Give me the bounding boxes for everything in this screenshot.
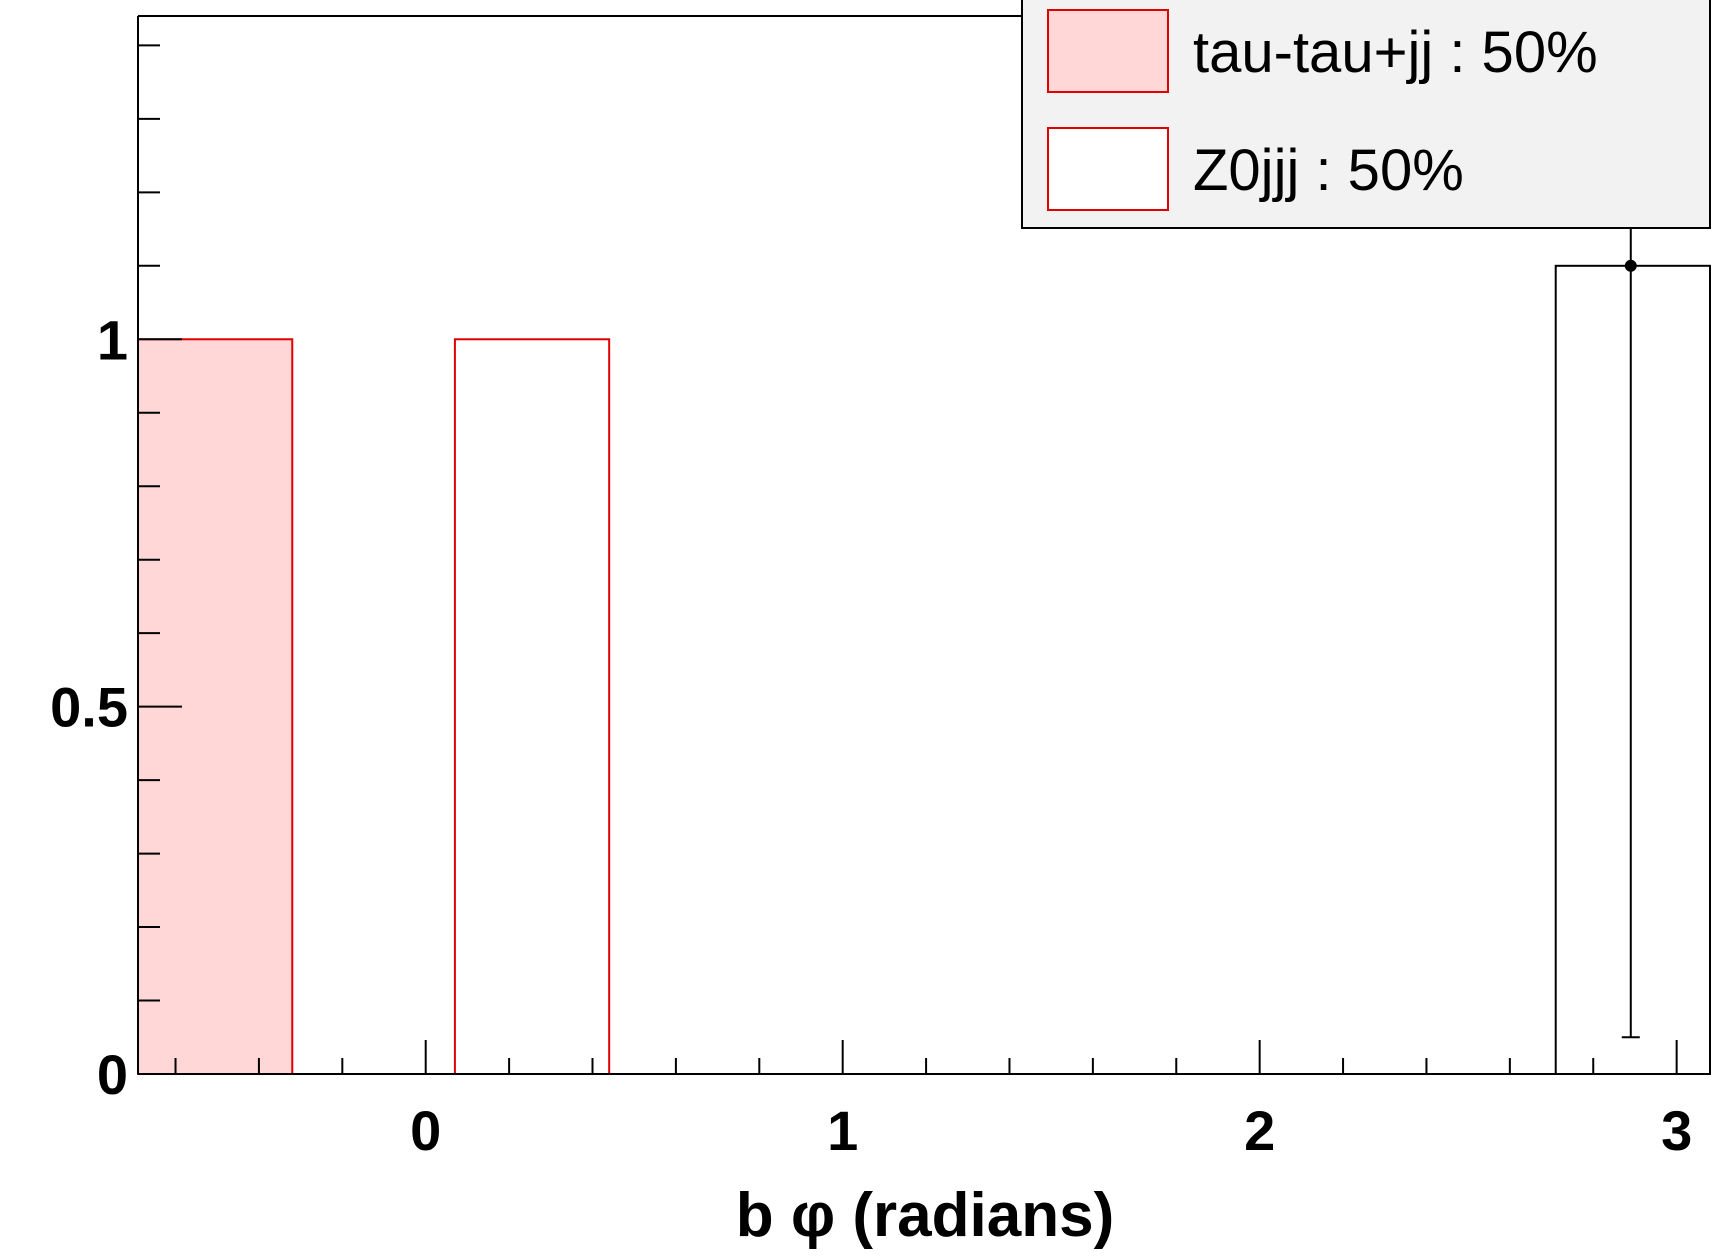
histogram-bars	[137, 264, 1712, 1075]
y-tick-label: 0.5	[50, 676, 128, 739]
x-tick-label: 1	[827, 1099, 858, 1162]
histogram-bar-s2-0	[1554, 264, 1712, 1075]
y-tick-label: 0	[97, 1043, 128, 1106]
legend: tau-tau+jj : 50% Z0jjj : 50%	[1021, 0, 1711, 229]
x-axis-title: b φ (radians)	[736, 1181, 1115, 1250]
y-tick-label: 1	[97, 308, 128, 371]
axes: 0 0.5 1 0 1 2 3	[50, 15, 1710, 1162]
legend-label-tau-tau: tau-tau+jj : 50%	[1193, 20, 1598, 85]
x-tick-label: 0	[410, 1099, 441, 1162]
histogram-bar-s1-0	[453, 338, 611, 1075]
legend-swatch-tau-tau	[1047, 9, 1169, 93]
data-point-0	[1624, 259, 1637, 272]
legend-label-z0jjj: Z0jjj : 50%	[1193, 138, 1464, 203]
legend-swatch-z0jjj	[1047, 127, 1169, 211]
x-tick-label: 2	[1244, 1099, 1275, 1162]
x-tick-label: 3	[1661, 1099, 1692, 1162]
x-axis-title-group: b φ (radians)	[736, 1181, 1115, 1250]
